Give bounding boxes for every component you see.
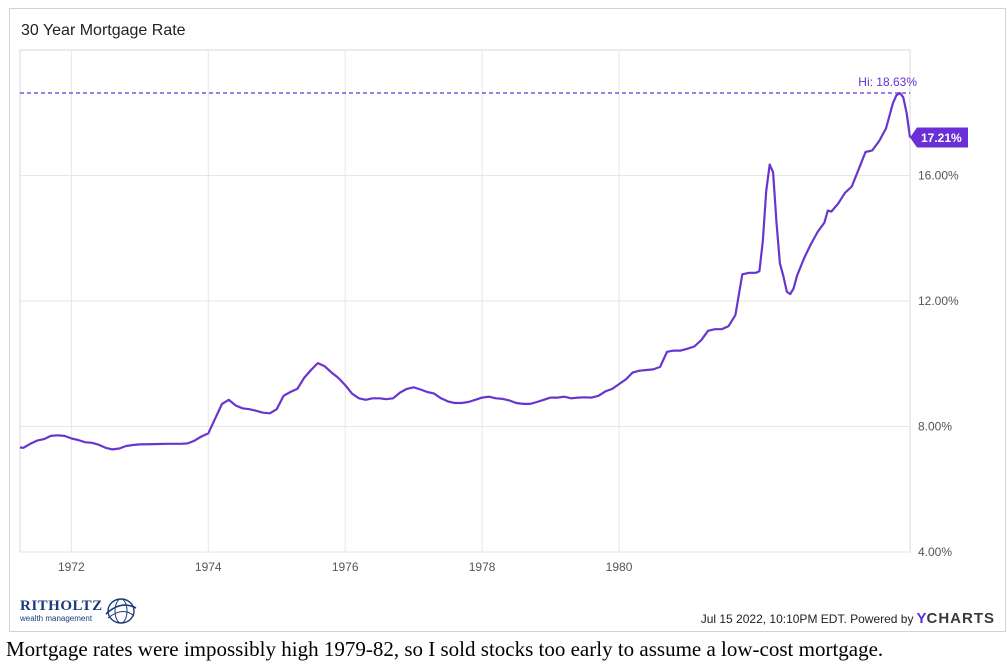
logo-name: RITHOLTZ: [20, 598, 103, 614]
x-tick-label: 1980: [606, 560, 633, 574]
series-line: [19, 91, 912, 451]
high-value-label: Hi: 18.63%: [858, 75, 917, 89]
footer-timestamp: Jul 15 2022, 10:10PM EDT. Powered by: [700, 611, 914, 626]
x-tick-label: 1978: [469, 560, 496, 574]
image-caption: Mortgage rates were impossibly high 1979…: [6, 637, 884, 661]
x-tick-label: 1974: [195, 560, 222, 574]
chart-frame: [9, 8, 1006, 632]
y-tick-label: 16.00%: [918, 169, 959, 183]
globe-icon: [105, 598, 137, 624]
y-tick-label: 4.00%: [918, 545, 952, 559]
ycharts-logo-y: Y: [916, 610, 927, 627]
chart-footer: Jul 15 2022, 10:10PM EDT. Powered by Y CH…: [701, 610, 995, 627]
y-tick-label: 12.00%: [918, 294, 959, 308]
ritholtz-logo: RITHOLTZ wealth management: [20, 596, 139, 626]
last-value-flag: [910, 127, 968, 148]
last-value-label: 17.21%: [921, 131, 962, 145]
x-tick-label: 1976: [332, 560, 359, 574]
ycharts-logo-text: CHARTS: [926, 610, 995, 627]
y-tick-label: 8.00%: [918, 420, 952, 434]
x-tick-label: 1972: [58, 560, 85, 574]
logo-sub: wealth management: [20, 614, 93, 623]
chart-title: 30 Year Mortgage Rate: [21, 22, 186, 39]
